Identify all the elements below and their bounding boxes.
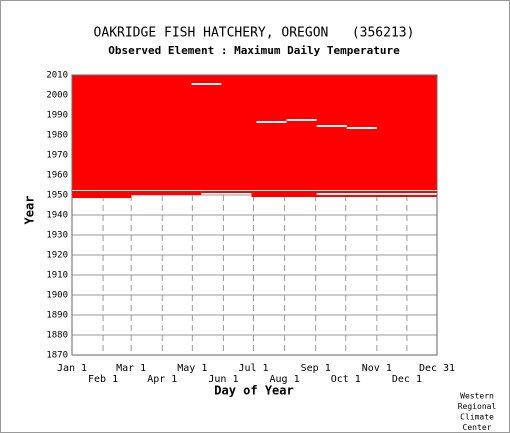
missing-block bbox=[191, 83, 222, 85]
credit-line: Center bbox=[463, 423, 492, 432]
x-tick-label: May 1 bbox=[177, 363, 207, 374]
y-tick-label: 1920 bbox=[46, 251, 68, 261]
observed-block bbox=[72, 189, 202, 195]
y-tick-label: 1900 bbox=[46, 291, 68, 301]
x-tick-label: Jan 1 bbox=[57, 363, 87, 374]
y-tick-label: 1960 bbox=[46, 171, 68, 181]
missing-block bbox=[316, 193, 437, 195]
x-tick-label: Sep 1 bbox=[301, 363, 331, 374]
x-axis-title: Day of Year bbox=[214, 384, 293, 398]
y-tick-label: 2010 bbox=[46, 71, 68, 81]
missing-block bbox=[286, 119, 317, 121]
x-tick-label: Apr 1 bbox=[147, 374, 177, 385]
y-tick-label: 1940 bbox=[46, 211, 68, 221]
missing-block bbox=[72, 190, 437, 191]
credit-line: Western bbox=[460, 392, 494, 401]
x-tick-label: Oct 1 bbox=[331, 374, 361, 385]
x-tick-label: Jun 1 bbox=[208, 374, 238, 385]
x-tick-label: Dec 31 bbox=[419, 363, 455, 374]
y-tick-label: 1880 bbox=[46, 331, 68, 341]
x-tick-label: Mar 1 bbox=[116, 363, 146, 374]
y-tick-label: 1930 bbox=[46, 231, 68, 241]
credit-line: Climate bbox=[460, 413, 494, 422]
y-tick-label: 1970 bbox=[46, 151, 68, 161]
y-tick-label: 1980 bbox=[46, 131, 68, 141]
x-tick-label: Aug 1 bbox=[270, 374, 300, 385]
y-tick-label: 2000 bbox=[46, 91, 68, 101]
y-tick-label: 1870 bbox=[46, 351, 68, 361]
missing-block bbox=[346, 127, 377, 129]
plot-border bbox=[71, 74, 438, 356]
y-axis-title: Year bbox=[23, 196, 37, 225]
x-tick-label: Feb 1 bbox=[88, 374, 118, 385]
y-tick-label: 1890 bbox=[46, 311, 68, 321]
chart-subtitle: Observed Element : Maximum Daily Tempera… bbox=[108, 44, 400, 57]
observed-block bbox=[72, 75, 437, 189]
missing-block bbox=[256, 121, 287, 123]
observed-block bbox=[72, 195, 132, 198]
x-tick-label: Dec 1 bbox=[392, 374, 422, 385]
chart-title: OAKRIDGE FISH HATCHERY, OREGON (356213) bbox=[94, 26, 415, 41]
y-tick-label: 1910 bbox=[46, 271, 68, 281]
x-tick-label: Nov 1 bbox=[362, 363, 392, 374]
x-tick-label: Jul 1 bbox=[238, 363, 268, 374]
credit-line: Regional bbox=[458, 402, 497, 411]
y-tick-label: 1990 bbox=[46, 111, 68, 121]
missing-block bbox=[316, 125, 347, 127]
y-tick-label: 1950 bbox=[46, 191, 68, 201]
